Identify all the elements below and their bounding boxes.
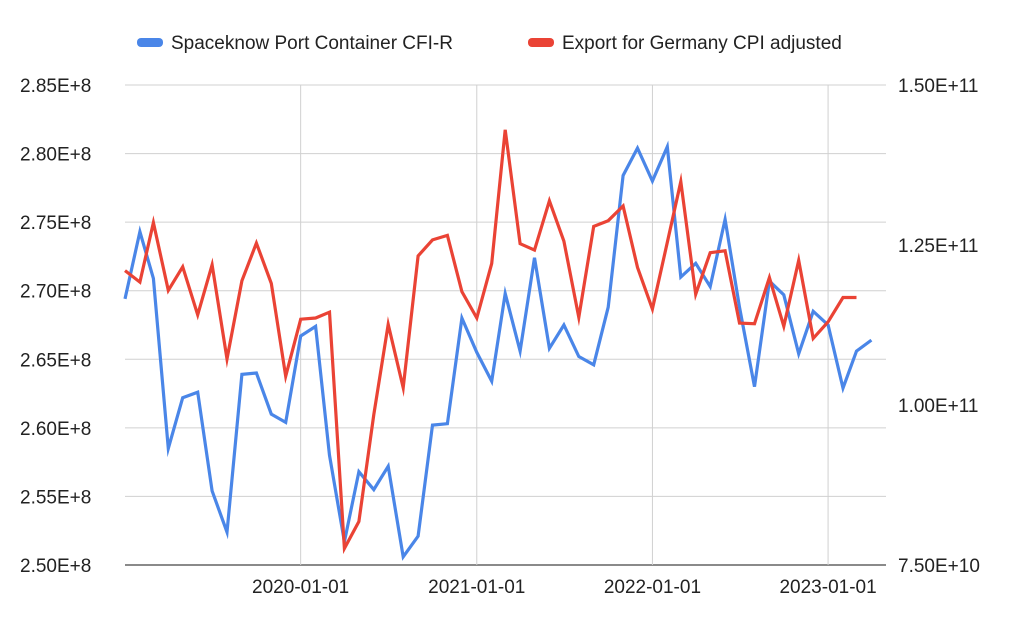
- series-lines: [123, 129, 873, 561]
- series-line-1: [124, 129, 857, 555]
- series-line-0: [123, 140, 873, 561]
- x-tick-label: 2023-01-01: [779, 577, 876, 598]
- y-left-axis-tick-labels: 2.50E+8 2.55E+8 2.60E+8 2.65E+8 2.70E+8 2.75E…: [20, 76, 91, 577]
- legend-label-series-0: Spaceknow Port Container CFI-R: [171, 33, 453, 54]
- y-right-axis-tick-labels: 7.50E+10 1.00E+11 1.25E+11 1.50E+11: [898, 76, 980, 577]
- x-tick-label: 2020-01-01: [252, 577, 349, 598]
- legend-item-series-0[interactable]: Spaceknow Port Container CFI-R: [137, 33, 453, 54]
- y-left-tick-label: 2.75E+8: [20, 213, 91, 234]
- y-left-tick-label: 2.55E+8: [20, 487, 91, 508]
- y-left-tick-label: 2.85E+8: [20, 76, 91, 97]
- legend-item-series-1[interactable]: Export for Germany CPI adjusted: [528, 33, 842, 54]
- y-right-tick-label: 1.50E+11: [898, 76, 978, 97]
- x-tick-label: 2022-01-01: [604, 577, 701, 598]
- y-right-tick-label: 1.25E+11: [898, 236, 978, 257]
- x-axis-tick-labels: 2020-01-01 2021-01-01 2022-01-01 2023-01-01: [252, 577, 877, 598]
- y-right-tick-label: 1.00E+11: [898, 396, 978, 417]
- y-left-tick-label: 2.50E+8: [20, 556, 91, 577]
- legend-label-series-1: Export for Germany CPI adjusted: [562, 33, 842, 54]
- y-right-tick-label: 7.50E+10: [898, 556, 980, 577]
- y-left-tick-label: 2.80E+8: [20, 145, 91, 166]
- legend: Spaceknow Port Container CFI-R Export fo…: [137, 33, 842, 54]
- gridlines: [125, 84, 886, 566]
- legend-swatch-series-1: [528, 38, 554, 47]
- y-left-tick-label: 2.70E+8: [20, 282, 91, 303]
- legend-swatch-series-0: [137, 38, 163, 47]
- y-left-tick-label: 2.65E+8: [20, 350, 91, 371]
- y-left-tick-label: 2.60E+8: [20, 419, 91, 440]
- x-tick-label: 2021-01-01: [428, 577, 525, 598]
